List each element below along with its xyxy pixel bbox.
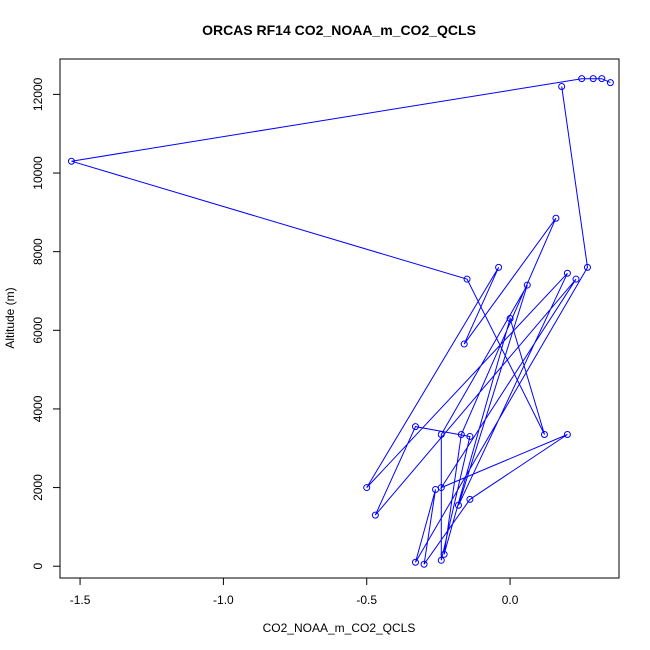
series-line bbox=[71, 78, 611, 565]
y-tick-label: 4000 bbox=[31, 395, 45, 422]
data-point bbox=[457, 430, 465, 438]
data-point bbox=[463, 275, 471, 283]
data-point bbox=[440, 550, 448, 558]
data-point bbox=[371, 511, 379, 519]
data-point bbox=[466, 432, 474, 440]
plot-frame bbox=[59, 58, 620, 579]
data-point bbox=[583, 263, 591, 271]
data-point bbox=[495, 263, 503, 271]
y-tick-label: 6000 bbox=[31, 317, 45, 344]
data-point bbox=[558, 83, 566, 91]
data-point bbox=[563, 430, 571, 438]
y-tick-label: 10000 bbox=[31, 156, 45, 190]
chart-title: ORCAS RF14 CO2_NOAA_m_CO2_QCLS bbox=[202, 22, 476, 38]
data-point bbox=[589, 75, 597, 83]
y-tick-label: 8000 bbox=[31, 238, 45, 265]
data-point bbox=[460, 340, 468, 348]
data-point bbox=[606, 79, 614, 87]
data-point bbox=[578, 75, 586, 83]
data-point bbox=[506, 315, 514, 322]
x-tick-label: -1.5 bbox=[70, 593, 91, 607]
data-point bbox=[563, 269, 571, 277]
data-point bbox=[572, 275, 580, 283]
data-point bbox=[363, 484, 371, 492]
x-axis: -1.5 -1.0 -0.5 0.0 bbox=[70, 577, 519, 607]
data-point bbox=[598, 75, 606, 83]
data-point bbox=[67, 157, 75, 165]
y-tick-label: 0 bbox=[31, 563, 45, 570]
data-point bbox=[523, 281, 531, 289]
y-axis-label: Altitude (m) bbox=[3, 287, 17, 348]
data-point bbox=[454, 501, 462, 509]
data-point bbox=[540, 430, 548, 438]
x-tick-label: -0.5 bbox=[356, 593, 377, 607]
data-point bbox=[411, 558, 419, 566]
data-point bbox=[411, 423, 419, 431]
x-tick-label: 0.0 bbox=[502, 593, 519, 607]
y-tick-label: 2000 bbox=[31, 474, 45, 501]
y-axis: 0 2000 4000 6000 8000 10000 12000 bbox=[31, 77, 61, 570]
data-point bbox=[432, 486, 440, 494]
y-tick-label: 12000 bbox=[31, 77, 45, 111]
data-point bbox=[552, 214, 560, 222]
data-point bbox=[437, 556, 445, 564]
series-layer bbox=[67, 75, 614, 568]
x-axis-label: CO2_NOAA_m_CO2_QCLS bbox=[263, 621, 416, 635]
data-point bbox=[420, 560, 428, 568]
data-point bbox=[437, 430, 445, 438]
data-point bbox=[466, 495, 474, 503]
x-tick-label: -1.0 bbox=[213, 593, 234, 607]
